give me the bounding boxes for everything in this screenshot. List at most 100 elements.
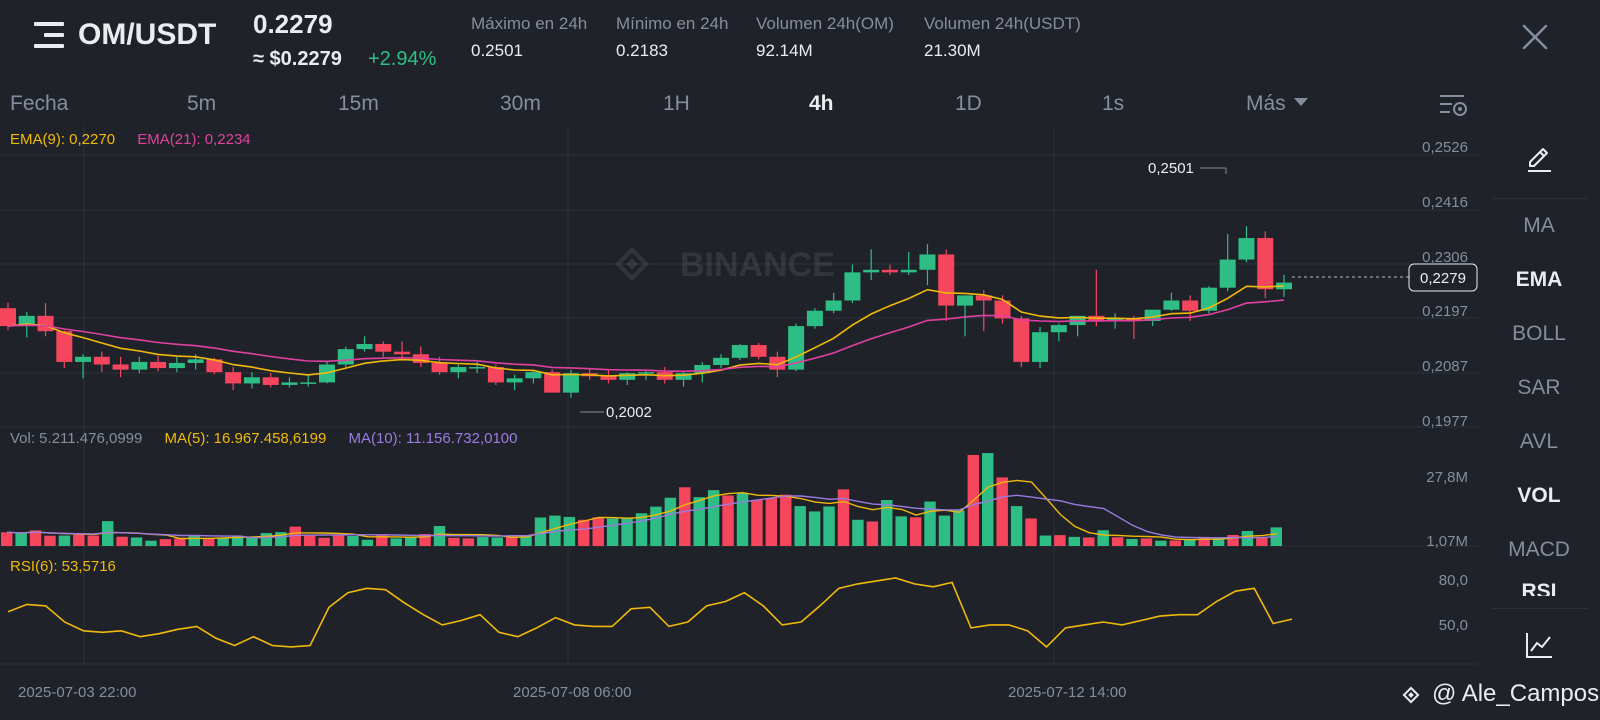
timeframe-tabs: Fecha 5m 15m 30m 1H 4h 1D 1s Más bbox=[0, 86, 1600, 126]
stat-high-24h: Máximo en 24h 0.2501 bbox=[471, 14, 587, 61]
volume-bar bbox=[909, 517, 922, 546]
indicator-sar[interactable]: SAR bbox=[1517, 376, 1561, 399]
volume-bar bbox=[1184, 539, 1196, 546]
menu-icon[interactable] bbox=[34, 22, 64, 50]
volume-bar bbox=[534, 517, 547, 546]
volume-bar bbox=[1155, 540, 1167, 546]
volume-bar bbox=[347, 535, 359, 546]
volume-bar bbox=[303, 535, 316, 546]
candle bbox=[919, 254, 936, 270]
volume-bar bbox=[217, 538, 229, 546]
volume-bar bbox=[448, 537, 460, 546]
pencil-icon[interactable] bbox=[1524, 144, 1554, 174]
candle bbox=[750, 345, 767, 357]
candles bbox=[0, 226, 1292, 398]
candle bbox=[1257, 238, 1274, 290]
candle bbox=[356, 344, 373, 350]
volume-bar bbox=[780, 494, 792, 546]
volume-tick: 27,8M bbox=[1426, 469, 1468, 486]
candle bbox=[1276, 282, 1292, 290]
candle bbox=[675, 373, 692, 380]
candle bbox=[225, 372, 242, 384]
candle bbox=[1032, 332, 1049, 362]
candle bbox=[75, 356, 92, 362]
tab-more[interactable]: Más bbox=[1246, 92, 1308, 116]
volume-tick: 1,07M bbox=[1426, 533, 1468, 550]
volume-bar bbox=[1140, 538, 1153, 546]
chart-settings-icon[interactable] bbox=[1438, 92, 1468, 118]
candle bbox=[1125, 318, 1142, 321]
tab-15m[interactable]: 15m bbox=[338, 92, 379, 115]
tab-4h[interactable]: 4h bbox=[809, 92, 834, 115]
rsi-legend: RSI(6): 53,5716 bbox=[10, 558, 134, 575]
candle bbox=[525, 372, 542, 379]
tab-30m[interactable]: 30m bbox=[500, 92, 541, 115]
volume-bar bbox=[866, 521, 879, 546]
volume-bar bbox=[1025, 518, 1037, 546]
indicator-ema[interactable]: EMA bbox=[1515, 268, 1563, 291]
volume-bar bbox=[462, 538, 475, 546]
chevron-down-icon bbox=[1293, 98, 1308, 107]
volume-bar bbox=[390, 538, 402, 546]
volume-bar bbox=[881, 500, 893, 546]
indicator-panel: MA EMA BOLL SAR AVL VOL MACD RSI bbox=[1478, 126, 1600, 686]
candlestick-chart[interactable]: BINANCE 0,2501 0,2002 0,2279 0,2526 0,24… bbox=[0, 126, 1478, 720]
volume-bar bbox=[722, 495, 734, 546]
indicator-macd[interactable]: MACD bbox=[1508, 538, 1570, 561]
candle bbox=[56, 331, 73, 362]
volume-bar bbox=[145, 540, 157, 546]
volume-bar bbox=[1126, 538, 1138, 546]
stat-low-24h: Mínimo en 24h 0.2183 bbox=[616, 14, 728, 61]
candle bbox=[806, 310, 823, 327]
pair-title[interactable]: OM/USDT bbox=[78, 18, 217, 51]
ema9-label: EMA(9): 0,2270 bbox=[10, 131, 116, 148]
vol-ma5-label: MA(5): 16.967.458,6199 bbox=[164, 430, 327, 447]
current-price-tag bbox=[1408, 263, 1478, 292]
rsi-tick: 50,0 bbox=[1439, 617, 1468, 634]
tab-5m[interactable]: 5m bbox=[187, 92, 217, 115]
chart-area[interactable]: BINANCE 0,2501 0,2002 0,2279 0,2526 0,24… bbox=[0, 126, 1478, 720]
indicator-chart-icon[interactable] bbox=[1524, 630, 1554, 660]
candle bbox=[18, 315, 35, 327]
candle bbox=[957, 295, 973, 306]
volume-bar bbox=[1, 532, 13, 546]
indicator-rsi[interactable]: RSI bbox=[1521, 582, 1557, 596]
candle bbox=[825, 300, 842, 311]
indicator-avl[interactable]: AVL bbox=[1519, 430, 1559, 453]
volume-bar bbox=[765, 498, 778, 546]
volume-bar bbox=[549, 515, 561, 546]
volume-bar bbox=[116, 536, 128, 546]
vol-ma10-label: MA(10): 11.156.732,0100 bbox=[348, 430, 518, 447]
volume-bar bbox=[246, 536, 258, 546]
rsi6-line bbox=[7, 577, 1293, 648]
volume-bar bbox=[376, 535, 388, 546]
volume-bar bbox=[895, 516, 907, 546]
indicator-vol[interactable]: VOL bbox=[1517, 484, 1561, 507]
candle bbox=[1050, 325, 1067, 333]
candle bbox=[112, 364, 129, 370]
volume-bar bbox=[15, 533, 27, 546]
price-change: +2.94% bbox=[368, 48, 437, 70]
candle bbox=[900, 269, 917, 273]
candle bbox=[1013, 318, 1030, 362]
volume-bar bbox=[318, 537, 330, 546]
price-tick: 0,2526 bbox=[1422, 139, 1468, 156]
stat-value: 0.2501 bbox=[471, 41, 523, 60]
indicator-ma[interactable]: MA bbox=[1523, 214, 1555, 237]
tab-1s[interactable]: 1s bbox=[1102, 92, 1125, 115]
indicator-boll[interactable]: BOLL bbox=[1512, 322, 1566, 345]
chart-annotations: 0,2501 0,2002 0,2279 bbox=[580, 160, 1478, 421]
tab-1d[interactable]: 1D bbox=[955, 92, 982, 115]
tab-1h[interactable]: 1H bbox=[663, 92, 690, 115]
header: OM/USDT 0.2279 ≈ $0.2279 +2.94% Máximo e… bbox=[0, 0, 1600, 86]
candle bbox=[506, 378, 523, 383]
volume-bar bbox=[1010, 506, 1023, 546]
volume-bar bbox=[693, 497, 705, 546]
volume-bar bbox=[44, 535, 56, 546]
panel-divider bbox=[1492, 608, 1588, 609]
volume-bar bbox=[751, 500, 763, 546]
volume-bar bbox=[520, 535, 532, 546]
tab-fecha[interactable]: Fecha bbox=[10, 92, 69, 115]
candle bbox=[394, 351, 411, 355]
close-icon[interactable] bbox=[1520, 22, 1550, 52]
